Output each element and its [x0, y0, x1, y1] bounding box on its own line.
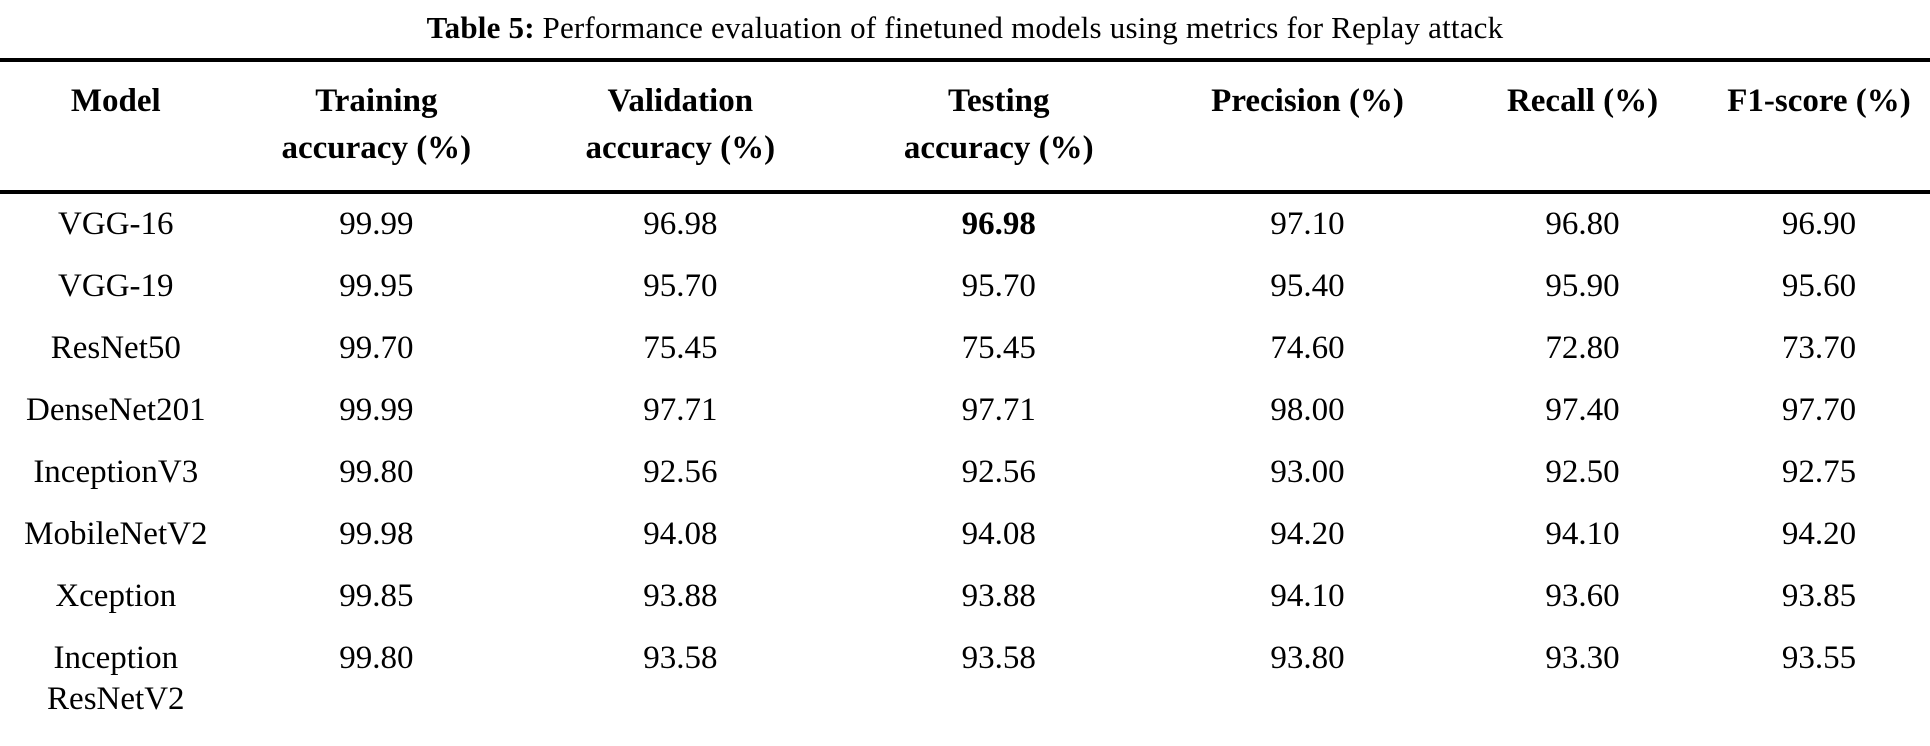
f1-score-cell: 73.70 — [1781, 330, 1857, 366]
table-row-resnet50: ResNet50 99.70 75.45 75.45 74.60 72.80 7… — [0, 318, 1930, 380]
col-header-testing-accuracy: Testing accuracy (%) — [839, 60, 1158, 194]
header-row: Model Training accuracy (%) Validation a… — [0, 60, 1930, 194]
table-row-xception: Xception 99.85 93.88 93.88 94.10 93.60 9… — [0, 566, 1930, 628]
f1-score-cell: 95.60 — [1781, 268, 1857, 304]
recall-cell: 96.80 — [1545, 206, 1620, 242]
precision-cell: 74.60 — [1270, 330, 1345, 366]
validation-accuracy-cell: 95.70 — [643, 268, 718, 304]
table-row-inceptionv3: InceptionV3 99.80 92.56 92.56 93.00 92.5… — [0, 442, 1930, 504]
f1-score-cell: 96.90 — [1781, 206, 1857, 242]
testing-accuracy-cell: 95.70 — [961, 268, 1036, 304]
table-caption-text: Performance evaluation of finetuned mode… — [542, 10, 1504, 45]
table-caption: Table 5: Performance evaluation of finetu… — [0, 0, 1930, 58]
precision-cell: 98.00 — [1270, 392, 1345, 428]
precision-cell: 94.10 — [1270, 578, 1345, 614]
recall-cell: 97.40 — [1545, 392, 1620, 428]
table-caption-label: Table 5: — [426, 10, 535, 45]
col-header-precision: Precision (%) — [1157, 60, 1458, 194]
testing-accuracy-cell: 93.88 — [961, 578, 1036, 614]
table-header: Model Training accuracy (%) Validation a… — [0, 60, 1930, 194]
f1-score-cell: 94.20 — [1781, 516, 1857, 552]
col-header-training-accuracy-label: Training accuracy (%) — [281, 83, 472, 166]
validation-accuracy-cell: 93.88 — [643, 578, 718, 614]
precision-cell: 95.40 — [1270, 268, 1345, 304]
recall-cell: 95.90 — [1545, 268, 1620, 304]
col-header-model: Model — [0, 60, 232, 194]
training-accuracy-cell: 99.80 — [339, 640, 414, 676]
training-accuracy-cell: 99.80 — [339, 454, 414, 490]
col-header-model-label: Model — [70, 83, 161, 119]
training-accuracy-cell: 99.95 — [339, 268, 414, 304]
precision-cell: 93.80 — [1270, 640, 1345, 676]
col-header-f1-score-label: F1-score (%) — [1727, 83, 1911, 119]
validation-accuracy-cell: 92.56 — [643, 454, 718, 490]
f1-score-cell: 93.55 — [1781, 640, 1857, 676]
col-header-validation-accuracy: Validation accuracy (%) — [521, 60, 840, 194]
testing-accuracy-cell: 75.45 — [961, 330, 1036, 366]
f1-score-cell: 92.75 — [1781, 454, 1857, 490]
col-header-recall: Recall (%) — [1457, 60, 1708, 194]
validation-accuracy-cell: 97.71 — [643, 392, 718, 428]
f1-score-cell: 93.85 — [1781, 578, 1857, 614]
testing-accuracy-cell: 94.08 — [961, 516, 1036, 552]
training-accuracy-cell: 99.85 — [339, 578, 414, 614]
recall-cell: 93.30 — [1545, 640, 1620, 676]
training-accuracy-cell: 99.99 — [339, 206, 414, 242]
col-header-validation-accuracy-label: Validation accuracy (%) — [585, 83, 776, 166]
model-cell: DenseNet201 — [25, 392, 206, 428]
training-accuracy-cell: 99.98 — [339, 516, 414, 552]
table-row-vgg19: VGG-19 99.95 95.70 95.70 95.40 95.90 95.… — [0, 256, 1930, 318]
table-row-densenet201: DenseNet201 99.99 97.71 97.71 98.00 97.4… — [0, 380, 1930, 442]
training-accuracy-cell: 99.99 — [339, 392, 414, 428]
table-row-mobilenetv2: MobileNetV2 99.98 94.08 94.08 94.20 94.1… — [0, 504, 1930, 566]
precision-cell: 93.00 — [1270, 454, 1345, 490]
model-cell: ResNet50 — [50, 330, 181, 366]
recall-cell: 94.10 — [1545, 516, 1620, 552]
validation-accuracy-cell: 96.98 — [643, 206, 718, 242]
model-cell: VGG-16 — [58, 206, 174, 242]
col-header-recall-label: Recall (%) — [1506, 83, 1659, 119]
recall-cell: 92.50 — [1545, 454, 1620, 490]
validation-accuracy-cell: 93.58 — [643, 640, 718, 676]
f1-score-cell: 97.70 — [1781, 392, 1857, 428]
recall-cell: 93.60 — [1545, 578, 1620, 614]
table-body: VGG-16 99.99 96.98 96.98 97.10 96.80 96.… — [0, 192, 1930, 746]
testing-accuracy-cell: 96.98 — [961, 206, 1036, 242]
testing-accuracy-cell: 93.58 — [961, 640, 1036, 676]
model-cell: VGG-19 — [58, 268, 174, 304]
validation-accuracy-cell: 75.45 — [643, 330, 718, 366]
table-row-vgg16: VGG-16 99.99 96.98 96.98 97.10 96.80 96.… — [0, 192, 1930, 256]
recall-cell: 72.80 — [1545, 330, 1620, 366]
precision-cell: 94.20 — [1270, 516, 1345, 552]
col-header-f1-score: F1-score (%) — [1708, 60, 1930, 194]
model-cell: Inception ResNetV2 — [47, 640, 185, 717]
col-header-testing-accuracy-label: Testing accuracy (%) — [903, 83, 1094, 166]
results-table: Model Training accuracy (%) Validation a… — [0, 58, 1930, 746]
model-cell: Xception — [55, 578, 177, 614]
col-header-precision-label: Precision (%) — [1211, 83, 1404, 119]
validation-accuracy-cell: 94.08 — [643, 516, 718, 552]
model-cell: InceptionV3 — [33, 454, 199, 490]
model-cell: MobileNetV2 — [24, 516, 208, 552]
testing-accuracy-cell: 97.71 — [961, 392, 1036, 428]
training-accuracy-cell: 99.70 — [339, 330, 414, 366]
precision-cell: 97.10 — [1270, 206, 1345, 242]
table-row-inceptionresnetv2: Inception ResNetV2 99.80 93.58 93.58 93.… — [0, 628, 1930, 746]
testing-accuracy-cell: 92.56 — [961, 454, 1036, 490]
col-header-training-accuracy: Training accuracy (%) — [231, 60, 522, 194]
